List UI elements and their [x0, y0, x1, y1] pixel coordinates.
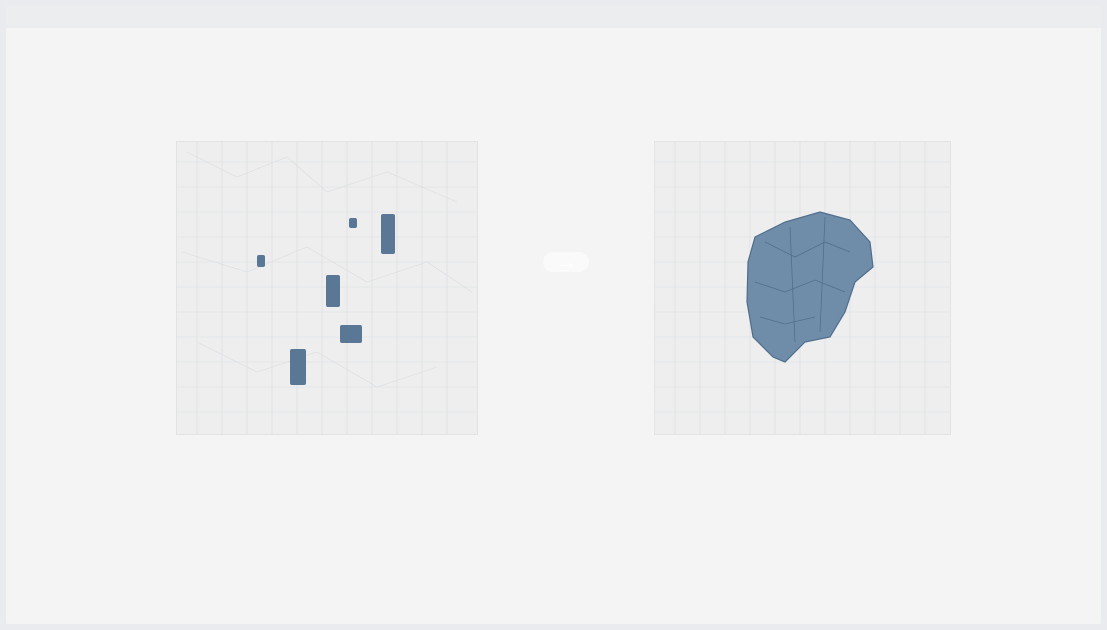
map-before — [176, 141, 478, 435]
step-item — [393, 511, 683, 601]
highlight-cells — [257, 214, 395, 385]
highlight-cell — [340, 325, 362, 343]
highlight-region — [746, 211, 874, 363]
transition-arrow-icon: → — [543, 251, 589, 273]
highlight-cell — [381, 214, 395, 254]
highlight-cell — [257, 255, 265, 267]
map-after — [654, 141, 951, 435]
step-item — [58, 511, 348, 601]
highlight-cell — [326, 275, 340, 307]
map-after-graphic — [655, 142, 950, 434]
highlight-cell — [290, 349, 306, 385]
step-item — [743, 511, 1033, 601]
presentation-slide: → — [6, 6, 1101, 624]
highlight-cell — [349, 218, 357, 228]
map-before-graphic — [177, 142, 477, 434]
slide-top-bar — [6, 6, 1101, 28]
step-descriptions — [6, 511, 1101, 601]
